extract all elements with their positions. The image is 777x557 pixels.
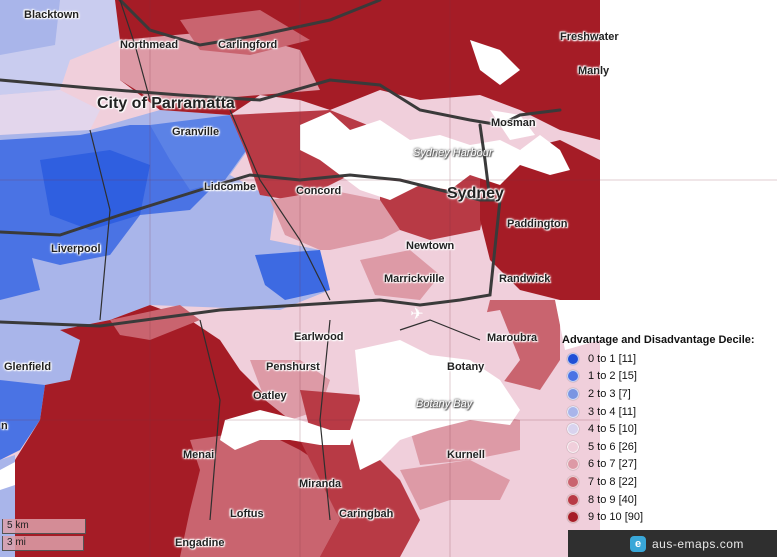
legend-item: 0 to 1 [11] [562,350,774,368]
place-label-maroubra: Maroubra [487,332,538,344]
legend-item: 1 to 2 [15] [562,368,774,386]
place-label-menai: Menai [183,449,215,461]
place-label-parramatta: City of Parramatta [97,95,235,112]
legend-item-label: 4 to 5 [10] [588,423,637,436]
water-label-sydney-harbour: Sydney Harbour [413,147,493,159]
legend-swatch-icon [567,387,579,400]
legend-item: 4 to 5 [10] [562,420,774,438]
place-label-loftus: Loftus [230,508,264,520]
place-label-randwick: Randwick [499,273,551,285]
legend-title: Advantage and Disadvantage Decile: [562,334,755,346]
place-label-glenfield: Glenfield [4,361,52,373]
credit-bar[interactable]: e aus-emaps.com [568,530,777,557]
place-label-marrickville: Marrickville [384,273,445,285]
place-label-oatley: Oatley [253,390,287,402]
legend-item: 7 to 8 [22] [562,473,774,491]
legend-swatch-icon [567,511,579,524]
legend-swatch-icon [567,405,579,418]
place-label-engadine: Engadine [175,537,225,549]
legend-swatch-icon [567,458,579,471]
place-label-lidcombe: Lidcombe [204,181,256,193]
legend-swatch-icon [567,475,579,488]
airport-icon: ✈ [410,306,424,323]
place-label-paddington: Paddington [507,218,568,230]
legend-item-label: 5 to 6 [26] [588,440,637,453]
legend-item-label: 0 to 1 [11] [588,352,637,365]
legend-item: 5 to 6 [26] [562,438,774,456]
legend-swatch-icon [567,440,579,453]
legend-item: 2 to 3 [7] [562,385,774,403]
legend-item: 6 to 7 [27] [562,456,774,474]
legend-swatch-icon [567,493,579,506]
legend-item: 3 to 4 [11] [562,403,774,421]
scale-bar-mi: 3 mi [2,536,84,551]
place-label-newtown: Newtown [406,240,455,252]
legend-item-label: 6 to 7 [27] [588,458,637,471]
legend-items: 0 to 1 [11] 1 to 2 [15] 2 to 3 [7] 3 to 4 [… [562,350,774,526]
place-label-kurnell: Kurnell [447,449,485,461]
legend-item: 8 to 9 [40] [562,491,774,509]
place-label-caringbah: Caringbah [339,508,394,520]
place-label-miranda: Miranda [299,478,342,490]
legend-swatch-icon [567,370,579,383]
legend-item: 9 to 10 [90] [562,508,774,526]
legend-item-label: 7 to 8 [22] [588,475,637,488]
place-label-northmead: Northmead [120,39,179,51]
aus-emaps-logo-icon: e [630,535,646,552]
legend-item-label: 8 to 9 [40] [588,493,637,506]
place-label-freshwater: Freshwater [560,31,619,43]
place-label-edge: n [1,420,8,432]
place-label-penshurst: Penshurst [266,361,320,373]
legend-item-label: 3 to 4 [11] [588,405,637,418]
place-label-granville: Granville [172,126,220,138]
place-label-liverpool: Liverpool [51,243,101,255]
scale-bar-km: 5 km [2,519,86,534]
place-label-earlwood: Earlwood [294,331,344,343]
place-label-concord: Concord [296,185,342,197]
legend-item-label: 1 to 2 [15] [588,370,637,383]
credit-text: aus-emaps.com [652,536,744,551]
place-label-botany: Botany [447,361,485,373]
legend-item-label: 2 to 3 [7] [588,387,631,400]
water-label-botany-bay: Botany Bay [416,398,473,410]
legend-swatch-icon [567,423,579,436]
place-label-manly: Manly [578,65,610,77]
place-label-carlingford: Carlingford [218,39,278,51]
legend-swatch-icon [567,352,579,365]
place-label-mosman: Mosman [491,117,536,129]
legend-item-label: 9 to 10 [90] [588,511,644,524]
place-label-blacktown: Blacktown [24,9,80,21]
map-legend: Advantage and Disadvantage Decile: 0 to … [562,334,774,526]
place-label-sydney: Sydney [447,185,504,202]
